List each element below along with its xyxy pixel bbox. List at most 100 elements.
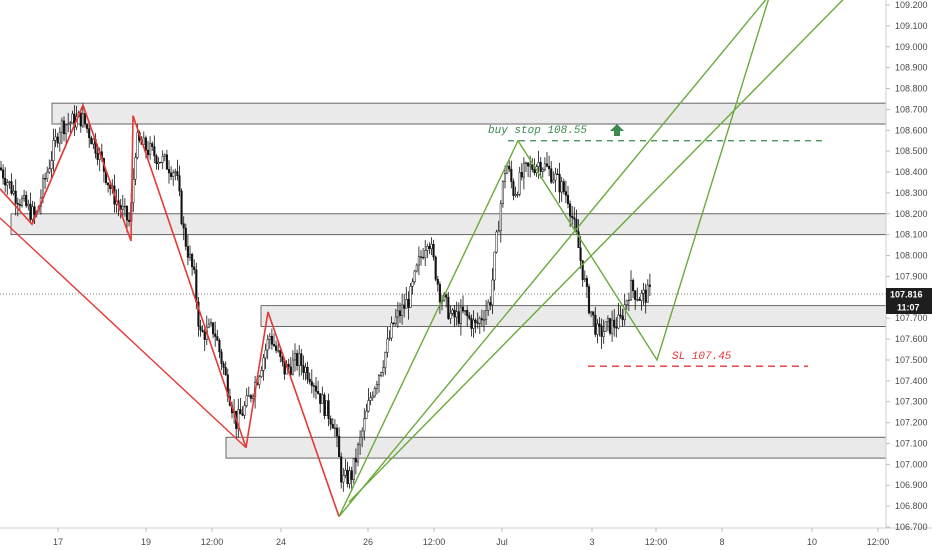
price-tick-label: 108.200 [895, 209, 928, 219]
candle-body [632, 280, 635, 292]
candle-body [56, 136, 59, 144]
candle-body [401, 304, 404, 316]
price-tick-label: 108.700 [895, 104, 928, 114]
candle-body [121, 206, 124, 210]
candle-body [65, 124, 68, 135]
candle-body [461, 306, 465, 312]
price-tick-label: 106.900 [895, 480, 928, 490]
candle-body [394, 316, 397, 324]
candle-body [167, 169, 171, 174]
candle-body [619, 314, 622, 317]
candle-body [163, 154, 166, 157]
candle-body [390, 322, 393, 339]
candle-body [151, 143, 154, 147]
candle-body [212, 322, 215, 335]
candle-body [434, 256, 437, 280]
candle-body [302, 365, 305, 373]
candle-body [319, 393, 322, 404]
candle-body [447, 296, 450, 319]
candle-body [558, 174, 561, 193]
candle-body [60, 120, 63, 133]
candle-body [344, 469, 347, 476]
candle-body [455, 311, 458, 318]
candle-body [472, 319, 475, 329]
candle-body [197, 301, 200, 327]
candle-body [594, 314, 597, 335]
candle-body [69, 122, 72, 125]
candle-body [142, 137, 145, 145]
price-tick-label: 108.300 [895, 188, 928, 198]
candle-body [243, 405, 246, 416]
price-tick-label: 107.600 [895, 334, 928, 344]
candle-body [501, 181, 504, 205]
price-axis-ticks[interactable]: 109.200 109.100 109.000 108.900 108.800 108.7… [886, 0, 928, 532]
candle-body [134, 157, 137, 180]
candle-body [281, 356, 284, 362]
candle-body [541, 168, 544, 172]
candle-body [325, 400, 328, 416]
candle-body [161, 155, 164, 163]
candle-body [487, 302, 490, 311]
candle-body [293, 353, 297, 361]
candle-body [314, 385, 318, 392]
candle-body [388, 337, 391, 340]
candle-body [90, 137, 93, 145]
candle-body [585, 278, 588, 287]
candle-body [403, 304, 406, 309]
candle-body [14, 190, 17, 204]
candle-body [615, 326, 618, 329]
annotations: buy stop 108.55 SL 107.45 [488, 124, 826, 367]
candle-body [58, 131, 61, 144]
candle-body [348, 470, 351, 484]
candle-body [508, 165, 511, 170]
candle-body [342, 475, 345, 483]
red-diagonal-leg [0, 217, 247, 449]
candle-body [174, 171, 177, 173]
candle-body [195, 269, 198, 303]
candle-body [503, 173, 507, 182]
time-tick-label: 8 [719, 537, 724, 547]
candle-body [149, 143, 152, 155]
candle-body [79, 112, 82, 127]
candle-body [564, 191, 567, 196]
current-price-tag [886, 288, 932, 301]
price-tick-label: 107.100 [895, 438, 928, 448]
candlesticks [0, 102, 651, 492]
candle-body [291, 359, 294, 375]
price-tick-label: 106.800 [895, 501, 928, 511]
time-tick-label: 12:00 [201, 537, 224, 547]
candle-body [83, 113, 87, 125]
candle-body [266, 338, 269, 351]
candle-body [453, 309, 456, 318]
candle-body [527, 162, 530, 167]
candle-body [218, 340, 221, 353]
candle-body [199, 326, 202, 331]
candle-body [592, 311, 595, 316]
candle-body [300, 353, 303, 366]
candle-body [474, 319, 477, 323]
candle-body [136, 132, 139, 158]
candle-body [510, 168, 513, 182]
candle-body [333, 427, 336, 430]
candle-body [514, 194, 517, 196]
candle-body [497, 230, 500, 233]
candle-body [327, 400, 330, 419]
candle-body [73, 113, 76, 128]
candle-body [207, 323, 210, 328]
candle-body [365, 410, 368, 419]
candle-body [438, 284, 441, 303]
candle-body [62, 120, 66, 135]
candle-body [638, 299, 641, 301]
candle-body [321, 394, 324, 404]
time-axis-ticks[interactable]: 17 19 12:00 24 26 12:00 Jul 3 12:00 8 10 12:00 [53, 528, 889, 547]
candle-body [457, 311, 460, 324]
candle-body [587, 286, 591, 314]
candle-body [222, 363, 225, 368]
price-tick-label: 107.400 [895, 376, 928, 386]
candle-body [367, 400, 370, 412]
candle-body [0, 167, 3, 171]
candle-body [621, 315, 624, 321]
candle-body [237, 409, 240, 429]
candle-body [52, 139, 55, 161]
